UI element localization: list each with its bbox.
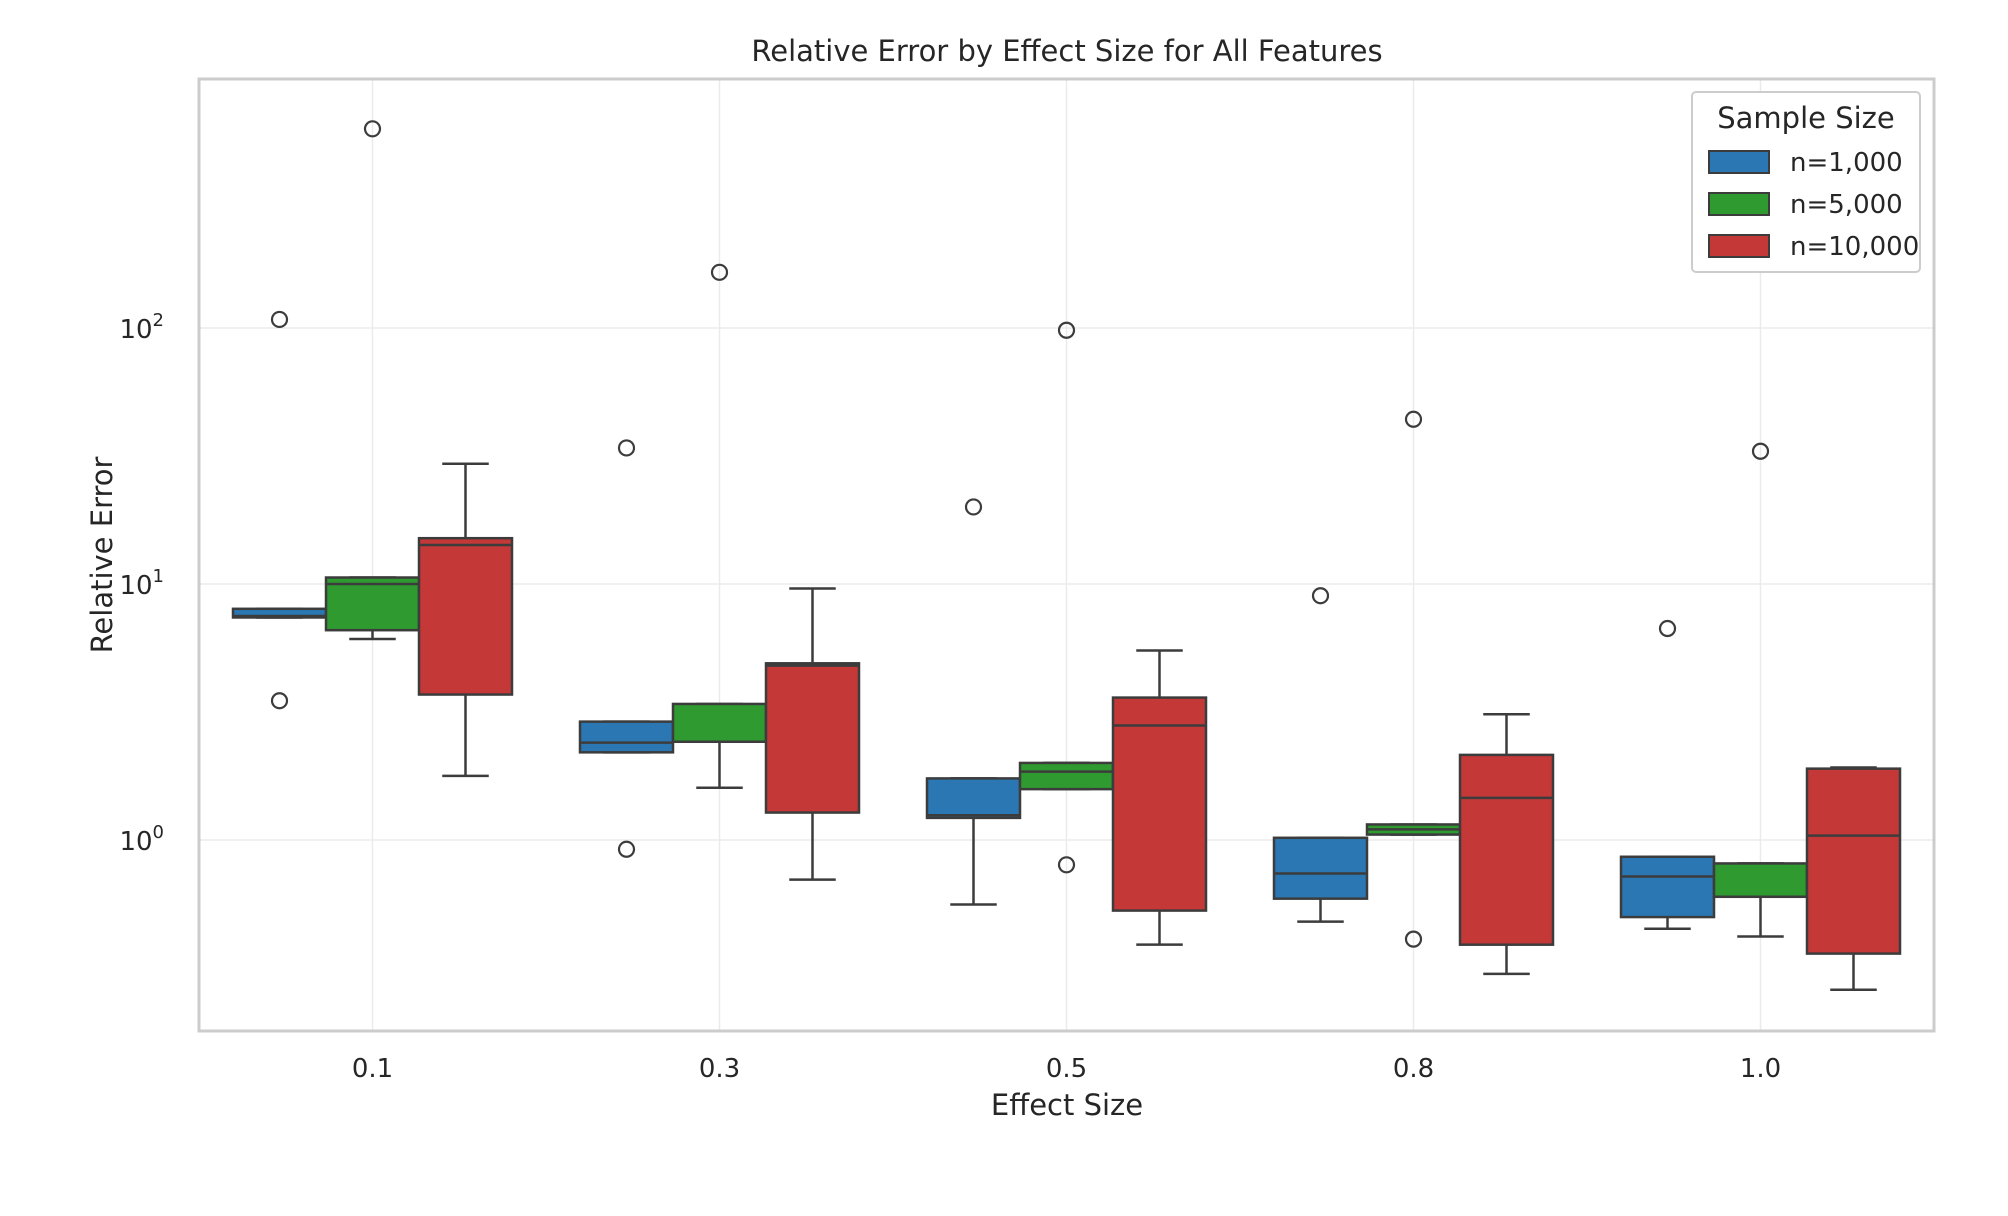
y-tick-label: 100 (119, 822, 164, 857)
box (1272, 836, 1369, 900)
box-group (1272, 587, 1369, 923)
x-tick-label: 0.3 (699, 1054, 740, 1084)
box (1111, 696, 1208, 912)
y-axis-ticks: 100 101 102 (119, 310, 164, 857)
outlier-point (270, 692, 289, 710)
box (925, 777, 1022, 820)
box (1458, 753, 1555, 946)
plot-frame (197, 77, 1936, 1033)
box (1619, 855, 1716, 919)
outlier-point (1311, 587, 1330, 605)
box (324, 576, 421, 632)
outlier-point (1057, 856, 1076, 874)
box (764, 662, 861, 814)
x-tick-label: 0.8 (1393, 1054, 1434, 1084)
box-group (578, 439, 675, 858)
legend-title: Sample Size (1717, 101, 1894, 135)
box (578, 720, 675, 754)
box (1712, 862, 1809, 899)
outlier-point (710, 263, 729, 281)
legend: Sample Size n=1,000 n=5,000 n=10,000 (1691, 91, 1921, 273)
box (417, 536, 514, 696)
box-group (231, 310, 328, 710)
x-tick-label: 0.5 (1046, 1054, 1087, 1084)
y-tick-label: 101 (119, 566, 164, 601)
box-group (417, 462, 514, 778)
outlier-point (1057, 321, 1076, 339)
outlier-point (617, 439, 636, 457)
box (671, 702, 768, 743)
legend-swatch (1708, 150, 1770, 174)
x-tick-label: 1.0 (1740, 1054, 1781, 1084)
outlier-point (1751, 442, 1770, 460)
box-group (1712, 442, 1809, 938)
x-tick-label: 0.1 (352, 1054, 393, 1084)
box-group (1458, 712, 1555, 976)
outlier-point (1404, 410, 1423, 428)
box-group (671, 263, 768, 789)
x-axis-ticks: 0.1 0.3 0.5 0.8 1.0 (352, 1054, 1781, 1084)
outlier-point (1404, 930, 1423, 948)
box-group (1619, 619, 1716, 931)
legend-swatch (1708, 192, 1770, 216)
box-group (1111, 649, 1208, 946)
outlier-point (363, 120, 382, 138)
y-axis-label: Relative Error (85, 456, 119, 653)
box-group (925, 498, 1022, 906)
legend-label: n=5,000 (1790, 190, 1903, 220)
outlier-point (1658, 619, 1677, 638)
box-group (1805, 766, 1902, 992)
box (1805, 767, 1902, 955)
x-axis-label: Effect Size (991, 1088, 1143, 1122)
legend-swatch (1708, 234, 1770, 258)
outlier-point (270, 310, 289, 329)
outlier-point (964, 498, 983, 516)
legend-frame (1691, 91, 1921, 273)
legend-label: n=1,000 (1790, 148, 1903, 178)
box (1018, 761, 1115, 791)
outlier-point (617, 840, 636, 858)
box-group (764, 587, 861, 881)
y-tick-label: 102 (119, 310, 164, 345)
plot-area (231, 120, 1902, 992)
chart-title: Relative Error by Effect Size for All Fe… (751, 34, 1382, 68)
box-group (324, 120, 421, 641)
legend-label: n=10,000 (1790, 232, 1919, 262)
